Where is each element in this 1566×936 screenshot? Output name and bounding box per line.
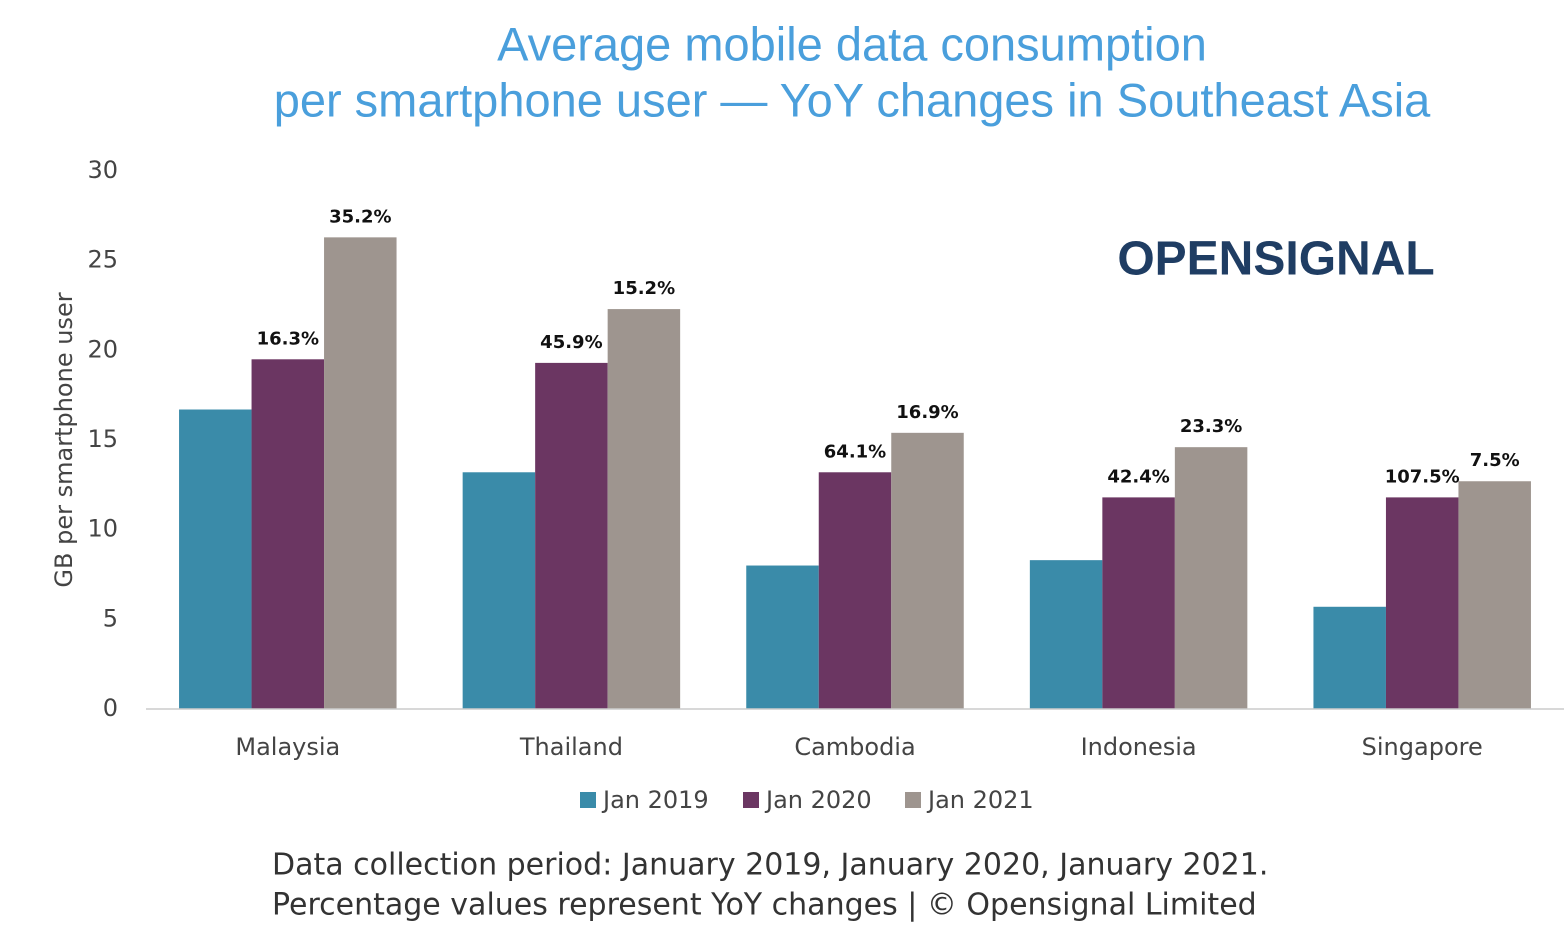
data-annotation: 107.5% [1385, 466, 1460, 487]
footnote: Data collection period: January 2019, Ja… [272, 848, 1268, 883]
data-annotation: 64.1% [824, 441, 886, 462]
data-annotation: 23.3% [1180, 416, 1242, 437]
bar [462, 472, 536, 709]
y-tick-label: 15 [87, 425, 118, 453]
y-tick-label: 25 [87, 246, 118, 274]
y-tick-label: 20 [87, 335, 118, 363]
bar [179, 409, 252, 709]
legend-label: Jan 2021 [926, 786, 1034, 814]
legend-label: Jan 2019 [601, 786, 709, 814]
data-annotation: 45.9% [540, 332, 602, 353]
bar [891, 432, 964, 709]
data-annotation: 16.9% [896, 402, 958, 423]
bar [607, 309, 681, 709]
legend-swatch [580, 792, 596, 808]
chart-title: Average mobile data consumption [497, 17, 1207, 70]
y-tick-label: 0 [103, 694, 118, 722]
x-tick-label: Malaysia [235, 733, 340, 761]
y-tick-label: 10 [87, 515, 118, 543]
data-annotation: 15.2% [613, 278, 675, 299]
bar [324, 237, 397, 709]
footnote: Percentage values represent YoY changes … [272, 888, 1257, 923]
bar [1385, 497, 1459, 709]
bar [535, 362, 608, 709]
y-axis-label: GB per smartphone user [50, 292, 78, 587]
bar [1029, 560, 1103, 709]
data-annotation: 7.5% [1470, 450, 1520, 471]
legend-label: Jan 2020 [764, 786, 872, 814]
y-tick-label: 30 [87, 156, 118, 184]
bar [1458, 481, 1531, 709]
x-tick-label: Indonesia [1081, 733, 1197, 761]
bar [818, 472, 892, 709]
bar [1102, 497, 1175, 709]
y-tick-label: 5 [103, 604, 118, 632]
logo: OPENSIGNAL [1117, 233, 1434, 286]
chart-title: per smartphone user — YoY changes in Sou… [274, 73, 1431, 126]
legend-swatch [905, 792, 921, 808]
bar [251, 359, 325, 709]
bar [1174, 447, 1248, 709]
bar [746, 565, 819, 709]
data-annotation: 16.3% [257, 328, 319, 349]
bar [1313, 606, 1386, 709]
x-tick-label: Singapore [1362, 733, 1483, 761]
legend-swatch [743, 792, 759, 808]
x-tick-label: Cambodia [794, 733, 915, 761]
data-annotation: 42.4% [1107, 466, 1169, 487]
data-annotation: 35.2% [329, 206, 391, 227]
x-tick-label: Thailand [519, 733, 623, 761]
